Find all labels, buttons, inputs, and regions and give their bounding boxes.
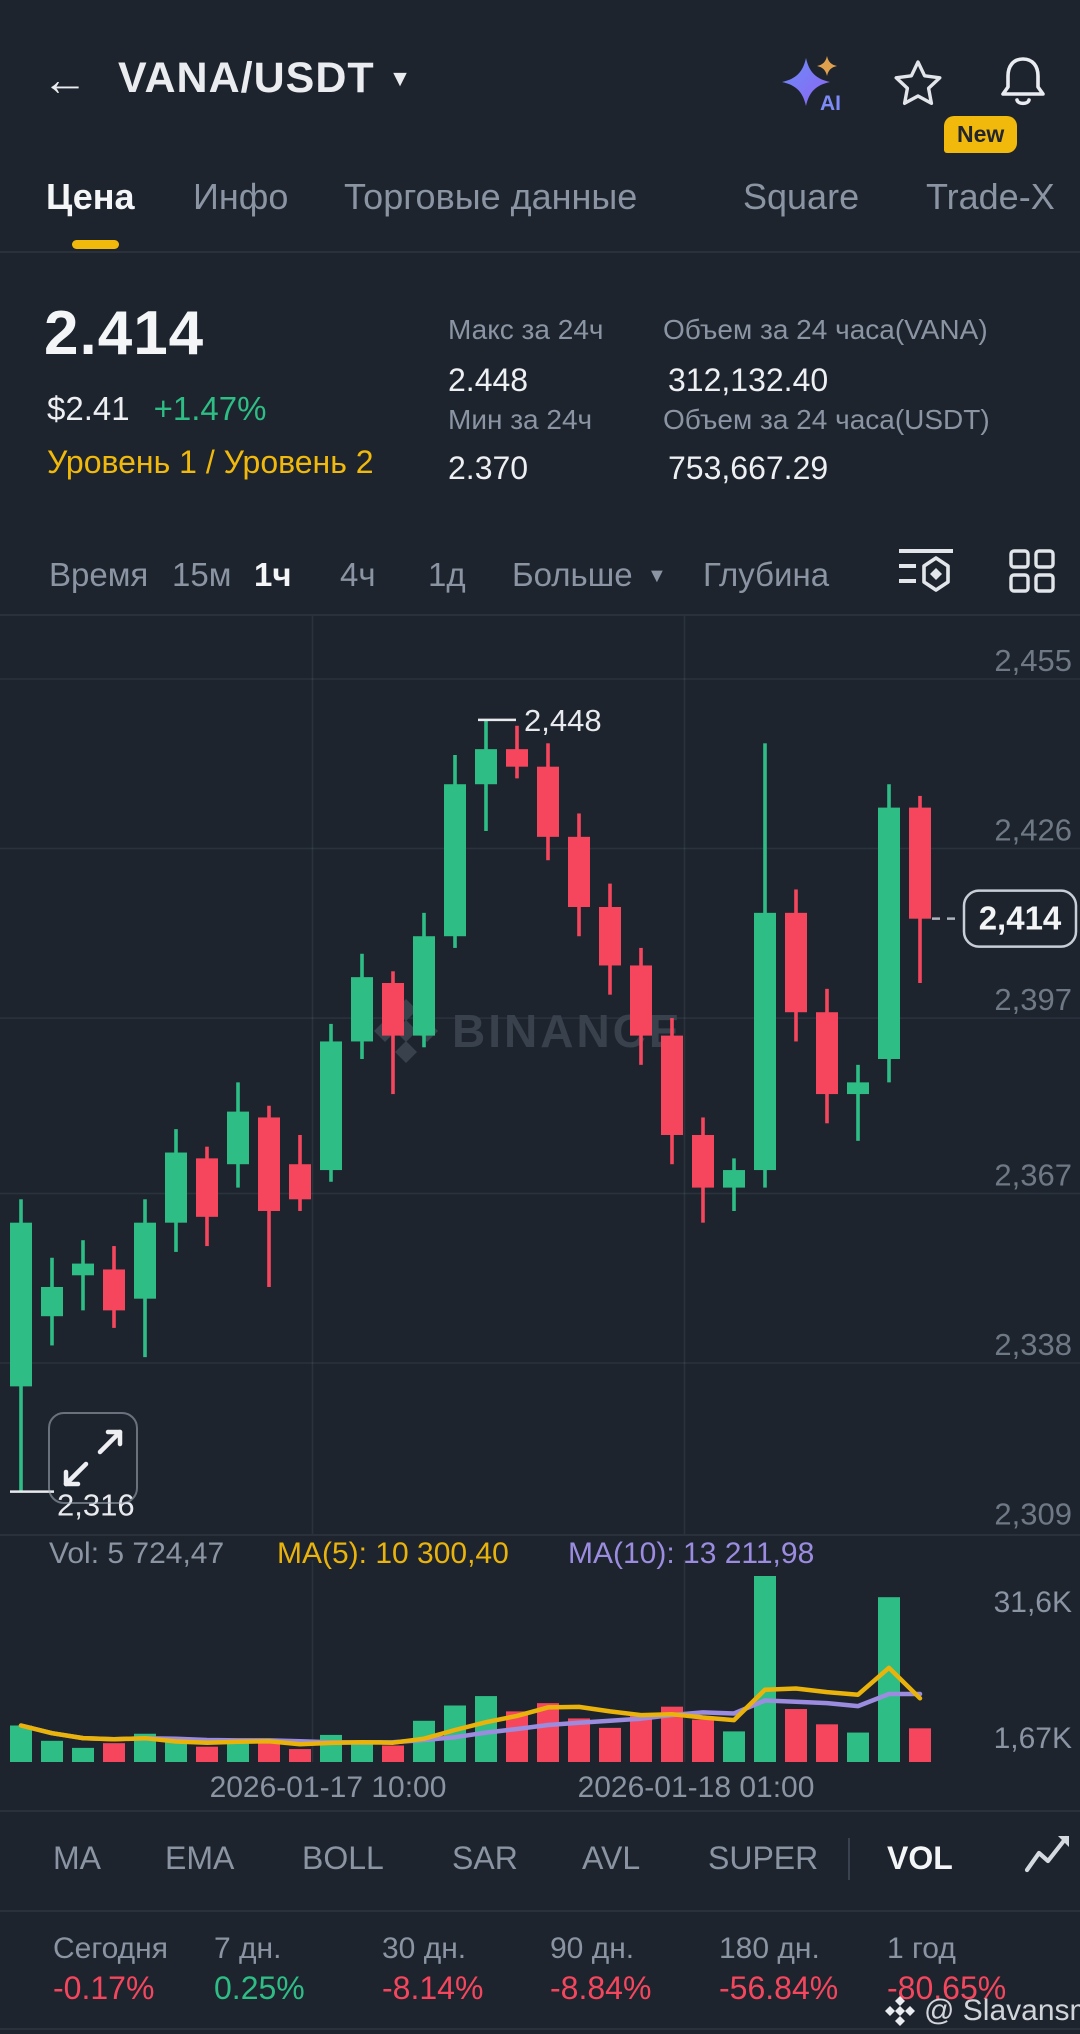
indicator-settings-icon [899, 549, 953, 592]
volume-chart[interactable]: 31,6K 1,67K [0, 1560, 1080, 1762]
svg-text:AI: AI [820, 92, 841, 114]
alerts-button[interactable] [997, 54, 1049, 110]
depth-button[interactable]: Глубина [703, 556, 830, 593]
high-24h-label: Макс за 24ч [448, 314, 604, 345]
performance-top-divider [0, 1910, 1080, 1912]
perf-value-7d: 0.25% [214, 1970, 305, 2006]
perf-value-30d: -8.14% [382, 1970, 484, 2006]
indicator-settings-button[interactable] [896, 544, 956, 600]
indicator-vol[interactable]: VOL [887, 1840, 953, 1876]
perf-value-1y: -80.65% [887, 1970, 1007, 2006]
timeframe-4h[interactable]: 4ч [340, 556, 376, 593]
pair-selector[interactable]: VANA/USDT ▼ [118, 54, 411, 103]
perf-label-today: Сегодня [53, 1932, 168, 1965]
usd-price: $2.41 [47, 390, 130, 427]
tab-price[interactable]: Цена [46, 176, 135, 217]
perf-value-today: -0.17% [53, 1970, 155, 2006]
x-axis-label-1: 2026-01-17 10:00 [209, 1771, 447, 1804]
active-tab-indicator [72, 240, 119, 249]
tab-info[interactable]: Инфо [193, 176, 289, 217]
indicator-super[interactable]: SUPER [708, 1840, 819, 1876]
perf-label-180d: 180 дн. [719, 1932, 820, 1965]
favorite-button[interactable] [892, 58, 944, 108]
fiat-price-row: $2.41 +1.47% [47, 390, 266, 428]
star-icon [894, 60, 942, 105]
perf-value-90d: -8.84% [550, 1970, 652, 2006]
volume-value: Vol: 5 724,47 [49, 1537, 225, 1570]
more-timeframes-button[interactable]: Больше ▼ [512, 556, 667, 593]
chevron-down-icon: ▼ [388, 65, 412, 91]
svg-text:1,67K: 1,67K [994, 1722, 1072, 1755]
candlestick-chart[interactable]: BINANCE 2,455 2,426 2,397 2,367 2,338 2,309 2,4… [0, 614, 1080, 1536]
indicator-sar[interactable]: SAR [452, 1840, 518, 1876]
timeframe-15m[interactable]: 15м [172, 556, 232, 593]
expand-arrows-icon [63, 1429, 123, 1487]
indicator-boll[interactable]: BOLL [302, 1840, 384, 1876]
svg-text:2,426: 2,426 [994, 813, 1072, 848]
svg-text:2,338: 2,338 [994, 1327, 1072, 1362]
bell-icon [1001, 57, 1045, 106]
svg-text:2,397: 2,397 [994, 982, 1072, 1017]
volume-base-label: Объем за 24 часа(VANA) [663, 314, 988, 345]
bottom-divider [0, 2028, 1080, 2030]
tab-trade-x[interactable]: Trade-X [926, 176, 1055, 217]
volume-ma10: MA(10): 13 211,98 [568, 1537, 815, 1570]
perf-label-7d: 7 дн. [214, 1932, 282, 1965]
timeframe-1h[interactable]: 1ч [254, 556, 292, 593]
volume-base-value: 312,132.40 [668, 362, 829, 398]
svg-text:31,6K: 31,6K [994, 1586, 1072, 1619]
credit-text: @ Slavansmart [924, 1994, 1080, 2027]
new-badge: New [944, 116, 1018, 153]
high-24h-value: 2.448 [448, 362, 529, 398]
volume-quote-label: Объем за 24 часа(USDT) [663, 404, 990, 435]
last-price: 2.414 [44, 299, 205, 368]
fullscreen-button[interactable] [48, 1412, 138, 1504]
indicator-separator [848, 1838, 850, 1880]
svg-text:2,367: 2,367 [994, 1157, 1072, 1192]
perf-value-180d: -56.84% [719, 1970, 839, 2006]
volume-ma5: MA(5): 10 300,40 [277, 1537, 509, 1570]
svg-text:2,309: 2,309 [994, 1497, 1072, 1532]
chevron-down-icon: ▼ [647, 565, 667, 587]
perf-label-1y: 1 год [887, 1932, 956, 1965]
svg-text:2,414: 2,414 [979, 900, 1062, 937]
svg-text:2,316: 2,316 [57, 1488, 135, 1523]
x-axis-label-2: 2026-01-18 01:00 [577, 1771, 815, 1804]
credit-watermark: @ Slavansmart [884, 1994, 1080, 2028]
indicator-avl[interactable]: AVL [582, 1840, 641, 1876]
volume-quote-value: 753,667.29 [668, 450, 829, 486]
indicator-ma[interactable]: MA [53, 1840, 101, 1876]
pair-title: VANA/USDT [118, 54, 375, 102]
chart-layout-button[interactable] [1008, 548, 1056, 594]
diamond-logo-icon [885, 1996, 915, 2026]
svg-text:2,455: 2,455 [994, 643, 1072, 678]
time-label: Время [49, 556, 149, 593]
low-24h-label: Мин за 24ч [448, 404, 593, 435]
chart-style-button[interactable] [1022, 1830, 1072, 1880]
timeframe-1d[interactable]: 1д [428, 556, 466, 593]
perf-label-30d: 30 дн. [382, 1932, 467, 1965]
tabs-divider [0, 251, 1080, 253]
tab-square[interactable]: Square [743, 176, 860, 217]
level-links[interactable]: Уровень 1 / Уровень 2 [47, 444, 374, 480]
svg-text:2,448: 2,448 [524, 703, 602, 738]
chart-bottom-divider [0, 1810, 1080, 1812]
ai-sparkle-icon: AI [782, 56, 841, 114]
tab-trading-data[interactable]: Торговые данные [344, 176, 638, 217]
grid-layout-icon [1009, 549, 1055, 593]
change-percent: +1.47% [153, 390, 267, 427]
line-chart-icon [1024, 1835, 1069, 1873]
back-button[interactable]: ← [42, 53, 88, 105]
perf-label-90d: 90 дн. [550, 1932, 635, 1965]
low-24h-value: 2.370 [448, 450, 529, 486]
indicator-ema[interactable]: EMA [165, 1840, 235, 1876]
ai-assistant-button[interactable]: AI [780, 52, 842, 114]
